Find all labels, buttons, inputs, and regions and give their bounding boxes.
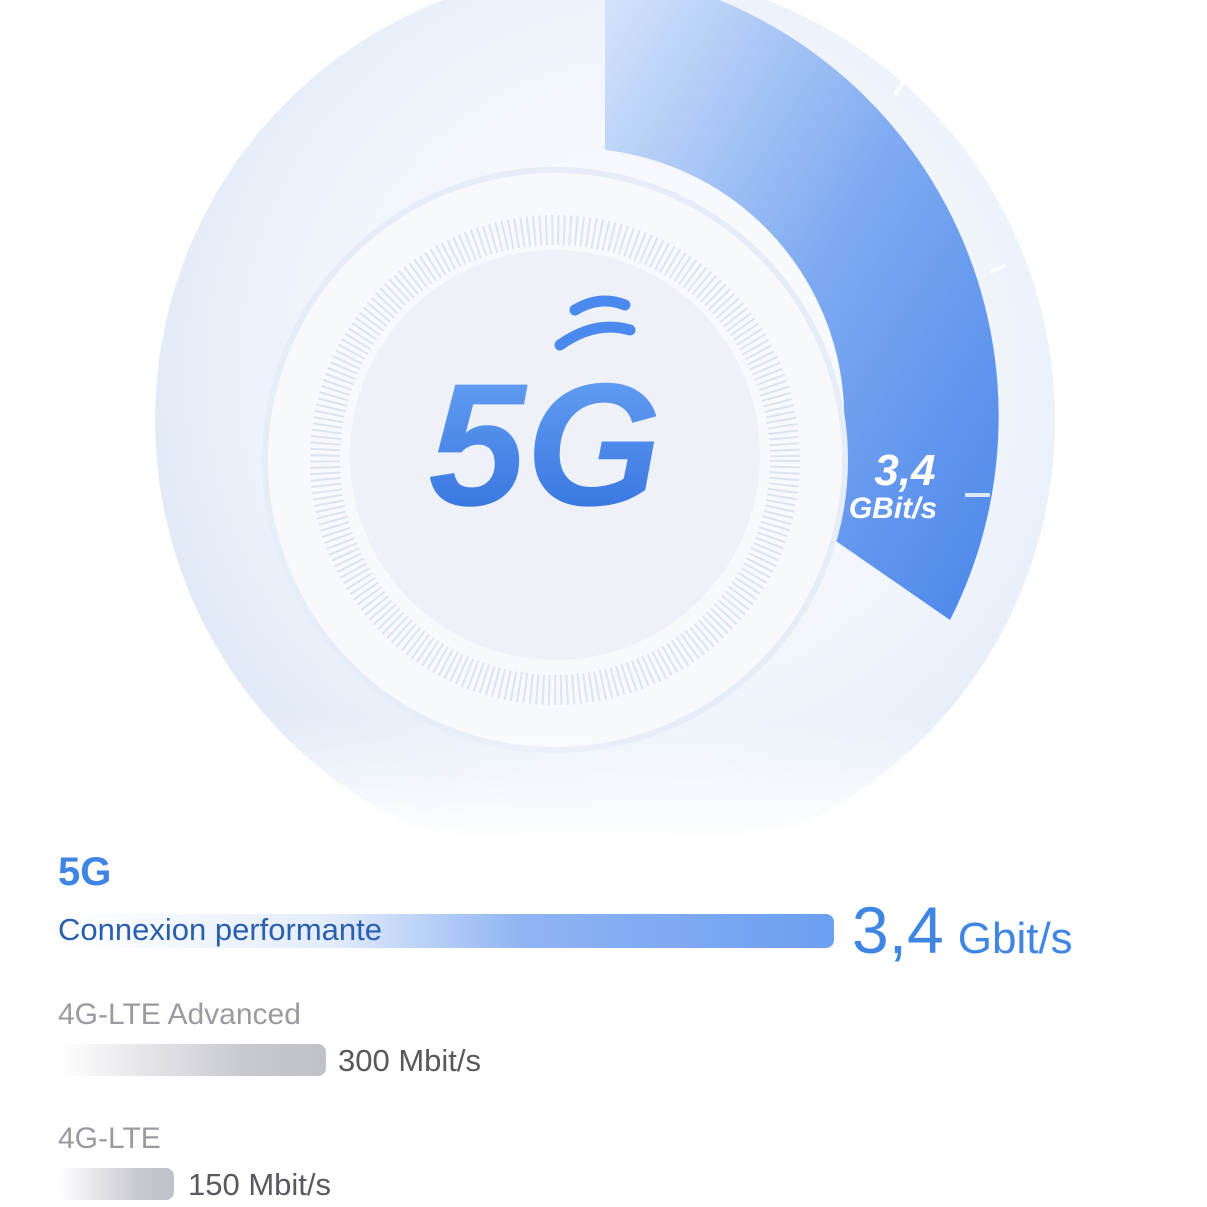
speed-gauge-illustration: 5G 3,4 GBit/s xyxy=(0,0,1207,840)
5g-speed-value: 3,4 Gbit/s xyxy=(852,892,1073,968)
5g-speed-bar xyxy=(58,914,834,948)
gauge-speed-unit: GBit/s xyxy=(849,492,937,525)
4g-lte-label: 4G-LTE xyxy=(58,1122,161,1155)
4g-lte-speed: 150 Mbit/s xyxy=(188,1167,332,1202)
gauge-tick-marks xyxy=(893,78,1006,497)
4g-lte-bar xyxy=(58,1168,174,1200)
gauge-center-label: 5G xyxy=(428,348,661,543)
5g-description: Connexion performante xyxy=(58,912,382,947)
signal-waves-icon xyxy=(554,295,636,351)
5g-speed-number: 3,4 xyxy=(852,893,944,967)
gauge-inner-disc xyxy=(350,250,760,660)
4g-lte-advanced-speed: 300 Mbit/s xyxy=(338,1043,482,1078)
5g-title: 5G xyxy=(58,850,112,894)
gauge-speed-value: 3,4 xyxy=(874,446,935,495)
4g-lte-advanced-bar xyxy=(58,1044,326,1076)
gauge-speed-arc xyxy=(605,0,999,620)
5g-speed-unit: Gbit/s xyxy=(957,914,1073,963)
4g-lte-advanced-label: 4G-LTE Advanced xyxy=(58,998,301,1031)
